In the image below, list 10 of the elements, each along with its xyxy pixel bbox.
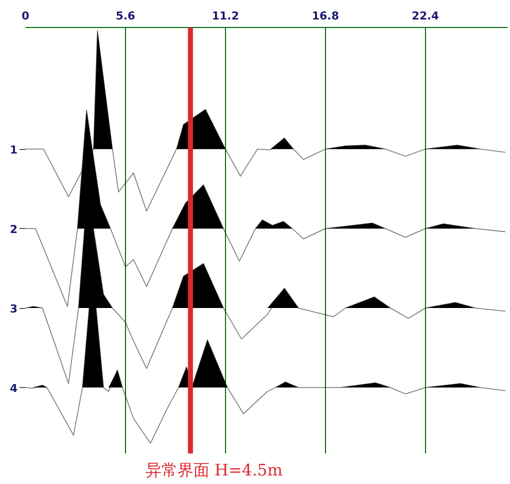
y-tick-label: 1 bbox=[10, 144, 18, 157]
y-tick-label: 4 bbox=[10, 382, 18, 396]
x-tick-label: 11.2 bbox=[212, 10, 240, 22]
text: 异常界面 H=4.5m bbox=[145, 460, 283, 480]
x-tick-label: 16.8 bbox=[312, 10, 339, 22]
x-tick-label: 22.4 bbox=[412, 10, 440, 22]
y-tick-label: 3 bbox=[10, 302, 18, 316]
x-tick-label: 0 bbox=[22, 10, 30, 22]
y-tick-label: 2 bbox=[10, 223, 18, 236]
x-tick-label: 5.6 bbox=[116, 10, 136, 22]
